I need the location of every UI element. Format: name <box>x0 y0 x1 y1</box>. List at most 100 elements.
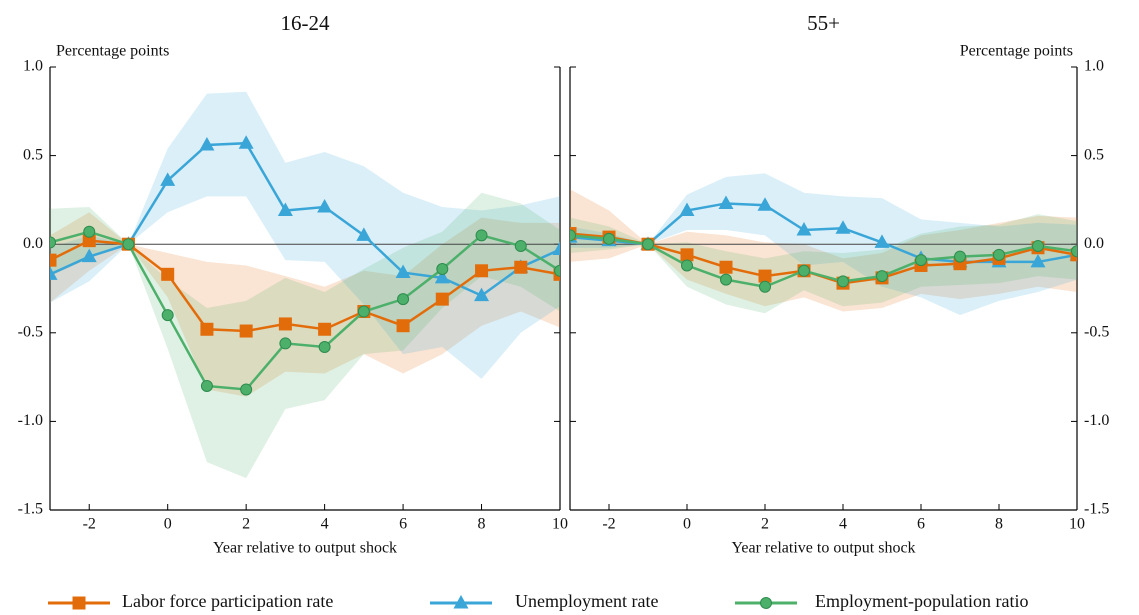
marker <box>681 259 693 272</box>
confidence-band <box>50 212 560 397</box>
x-tick-label: 10 <box>1069 516 1085 533</box>
legend-label: Labor force participation rate <box>122 591 333 611</box>
y-tick-label: 1.0 <box>1084 58 1104 75</box>
series-line <box>50 141 560 298</box>
marker <box>161 267 175 281</box>
legend-label: Unemployment rate <box>515 591 658 611</box>
marker <box>435 292 449 306</box>
marker <box>81 248 97 263</box>
x-tick-label: -2 <box>83 516 96 533</box>
marker <box>720 273 732 286</box>
x-tick-label: 10 <box>552 516 568 533</box>
y-tick-label: -1.0 <box>1084 412 1109 429</box>
marker <box>318 340 331 353</box>
marker <box>279 337 292 350</box>
x-tick-label: 4 <box>839 516 847 533</box>
y-tick-label: 1.0 <box>23 58 43 75</box>
y-tick-label: 0.5 <box>23 146 43 163</box>
confidence-band <box>570 214 1077 314</box>
y-tick-label: -1.5 <box>1084 501 1109 518</box>
marker <box>240 383 253 396</box>
marker <box>238 135 254 149</box>
x-tick-label: 4 <box>321 516 329 533</box>
marker <box>514 260 528 274</box>
y-axis-label: Percentage points <box>56 43 169 60</box>
marker <box>798 264 810 277</box>
x-tick-label: 2 <box>242 516 250 533</box>
marker <box>278 317 292 331</box>
marker <box>1030 253 1046 268</box>
marker <box>554 264 560 277</box>
panel-title: 55+ <box>807 11 840 35</box>
marker <box>200 379 213 392</box>
marker <box>758 269 772 283</box>
marker <box>50 236 56 249</box>
series-line <box>570 234 1077 289</box>
marker <box>356 227 372 241</box>
marker <box>317 198 333 213</box>
y-tick-label: -1.5 <box>18 501 43 518</box>
x-tick-label: 8 <box>995 516 1003 533</box>
marker <box>474 287 490 302</box>
y-tick-label: -0.5 <box>1084 323 1109 340</box>
confidence-band <box>50 192 560 479</box>
marker <box>50 266 58 280</box>
marker <box>718 195 734 209</box>
x-tick-label: 0 <box>683 516 691 533</box>
marker <box>837 275 849 288</box>
y-tick-label: -0.5 <box>18 323 43 340</box>
x-tick-label: 0 <box>164 516 172 533</box>
marker <box>199 136 215 151</box>
marker <box>1032 239 1044 252</box>
x-axis-label: Year relative to output shock <box>731 540 915 557</box>
x-tick-label: 6 <box>399 516 407 533</box>
marker <box>161 309 174 322</box>
marker <box>954 250 966 263</box>
x-tick-label: 6 <box>917 516 925 533</box>
marker <box>796 222 812 236</box>
y-tick-label: 0.5 <box>1084 146 1104 163</box>
y-axis-label: Percentage points <box>960 43 1073 60</box>
marker <box>200 322 214 336</box>
y-tick-label: 0.0 <box>23 235 43 252</box>
series-line <box>50 239 560 333</box>
marker <box>835 220 851 234</box>
plot-area <box>50 91 560 479</box>
confidence-band <box>570 189 1077 312</box>
marker <box>318 322 332 336</box>
marker <box>759 280 771 293</box>
marker <box>603 232 615 245</box>
marker <box>993 248 1005 261</box>
marker <box>514 239 527 252</box>
marker <box>434 269 450 284</box>
y-tick-label: -1.0 <box>18 412 43 429</box>
legend-label: Employment-population ratio <box>815 591 1028 611</box>
marker <box>397 293 410 306</box>
marker <box>475 264 489 278</box>
x-tick-label: -2 <box>602 516 615 533</box>
marker <box>570 229 576 242</box>
series-line <box>50 230 560 391</box>
marker <box>277 202 293 217</box>
marker <box>1071 245 1077 258</box>
marker <box>436 263 449 276</box>
marker <box>475 229 488 242</box>
marker <box>915 254 927 267</box>
marker <box>239 324 253 338</box>
marker <box>642 238 654 251</box>
marker <box>50 253 57 267</box>
marker <box>357 305 370 318</box>
marker <box>160 172 176 186</box>
panel-title: 16-24 <box>281 11 330 35</box>
marker <box>679 202 695 217</box>
legend-marker <box>453 595 469 609</box>
marker <box>874 234 890 248</box>
marker <box>680 248 694 262</box>
y-tick-label: 0.0 <box>1084 235 1104 252</box>
marker <box>757 197 773 211</box>
marker <box>395 264 411 279</box>
legend-marker <box>72 596 86 610</box>
marker <box>552 241 560 256</box>
marker <box>83 225 96 238</box>
